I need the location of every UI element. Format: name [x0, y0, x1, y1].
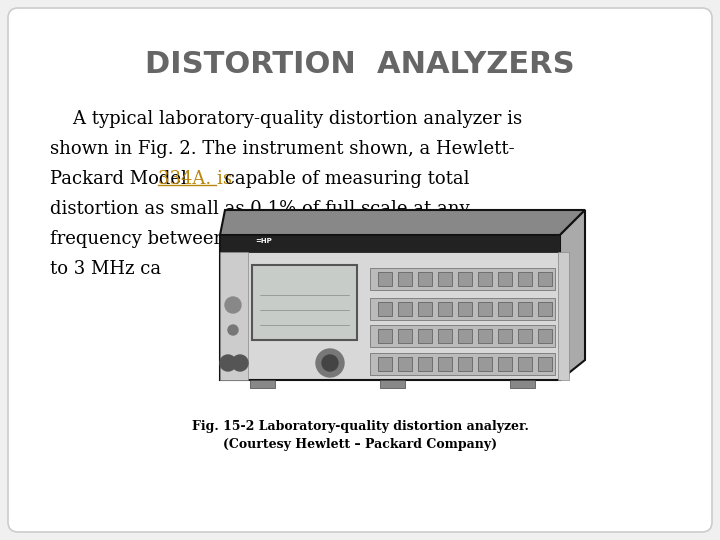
Bar: [538, 272, 552, 286]
Bar: [538, 329, 552, 343]
Bar: [220, 235, 560, 380]
Text: Fig. 15-2 Laboratory-quality distortion analyzer.: Fig. 15-2 Laboratory-quality distortion …: [192, 420, 528, 433]
Bar: [370, 298, 555, 320]
Bar: [398, 329, 412, 343]
Bar: [478, 302, 492, 316]
Bar: [370, 268, 555, 290]
Polygon shape: [220, 210, 585, 235]
Bar: [438, 302, 452, 316]
Bar: [220, 252, 248, 380]
Circle shape: [316, 349, 344, 377]
Bar: [378, 357, 392, 371]
Bar: [398, 357, 412, 371]
Bar: [438, 272, 452, 286]
Bar: [498, 302, 512, 316]
Bar: [510, 380, 535, 388]
Bar: [478, 329, 492, 343]
Bar: [478, 272, 492, 286]
Bar: [518, 329, 532, 343]
Circle shape: [232, 355, 248, 371]
Circle shape: [225, 297, 241, 313]
Text: =HP: =HP: [255, 238, 271, 244]
Bar: [252, 265, 357, 340]
Bar: [378, 329, 392, 343]
Bar: [518, 272, 532, 286]
Bar: [518, 357, 532, 371]
Text: 334A. is: 334A. is: [158, 170, 232, 188]
Bar: [250, 380, 275, 388]
Text: (Courtesy Hewlett – Packard Company): (Courtesy Hewlett – Packard Company): [223, 438, 497, 451]
Bar: [380, 380, 405, 388]
Circle shape: [220, 355, 236, 371]
Bar: [458, 357, 472, 371]
Bar: [538, 357, 552, 371]
Bar: [220, 235, 560, 252]
Bar: [518, 302, 532, 316]
FancyBboxPatch shape: [8, 8, 712, 532]
Bar: [558, 252, 569, 380]
Text: Packard Model: Packard Model: [50, 170, 193, 188]
Text: DISTORTION  ANALYZERS: DISTORTION ANALYZERS: [145, 50, 575, 79]
Bar: [478, 357, 492, 371]
Circle shape: [322, 355, 338, 371]
Bar: [370, 353, 555, 375]
Bar: [418, 357, 432, 371]
Text: capable of measuring total: capable of measuring total: [219, 170, 469, 188]
Bar: [438, 329, 452, 343]
Bar: [458, 302, 472, 316]
Bar: [418, 272, 432, 286]
Bar: [370, 325, 555, 347]
Bar: [498, 357, 512, 371]
Text: to 3 MHz ca: to 3 MHz ca: [50, 260, 161, 278]
Text: distortion as small as 0.1% of full scale at any: distortion as small as 0.1% of full scal…: [50, 200, 469, 218]
Bar: [498, 272, 512, 286]
Text: shown in Fig. 2. The instrument shown, a Hewlett-: shown in Fig. 2. The instrument shown, a…: [50, 140, 515, 158]
Bar: [398, 272, 412, 286]
Circle shape: [228, 325, 238, 335]
Bar: [458, 272, 472, 286]
Polygon shape: [560, 210, 585, 380]
Text: frequency between 5 Hz and 600 kHz. Harmonics up: frequency between 5 Hz and 600 kHz. Harm…: [50, 230, 536, 248]
Bar: [538, 302, 552, 316]
Bar: [418, 302, 432, 316]
Bar: [378, 272, 392, 286]
Bar: [438, 357, 452, 371]
Text: A typical laboratory-quality distortion analyzer is: A typical laboratory-quality distortion …: [50, 110, 522, 128]
Bar: [378, 302, 392, 316]
Bar: [398, 302, 412, 316]
Bar: [458, 329, 472, 343]
Bar: [498, 329, 512, 343]
Bar: [418, 329, 432, 343]
